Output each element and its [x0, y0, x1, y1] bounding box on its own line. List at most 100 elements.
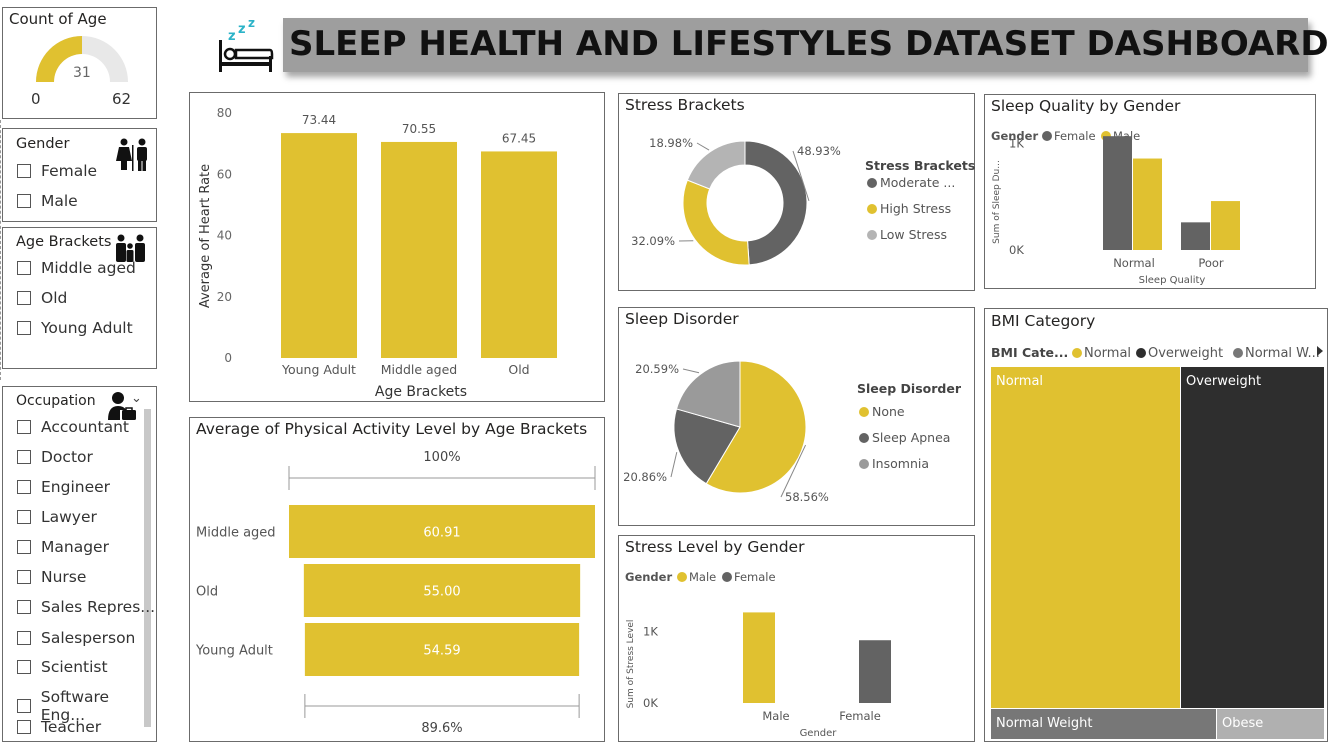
gauge-min: 0	[31, 90, 41, 108]
legend-marker	[722, 572, 732, 582]
slicer-item-young-adult[interactable]: Young Adult	[17, 319, 133, 337]
physical-activity-chart[interactable]: Average of Physical Activity Level by Ag…	[189, 417, 605, 742]
sleep-disorder-chart[interactable]: Sleep Disorder 58.56%20.86%20.59%Sleep D…	[618, 307, 975, 526]
treemap-tile	[1181, 367, 1324, 708]
checkbox[interactable]	[17, 321, 31, 335]
x-tick-label: Female	[839, 709, 881, 723]
occupation-slicer: Occupation ⌄ Accountant Doctor Engineer …	[2, 386, 157, 742]
treemap-legend-title: BMI Cate...	[991, 345, 1068, 360]
chevron-down-icon[interactable]: ⌄	[131, 391, 142, 406]
checkbox[interactable]	[17, 699, 31, 713]
checkbox[interactable]	[17, 600, 31, 614]
legend-next-icon	[1317, 346, 1323, 356]
age-slicer-title: Age Brackets	[16, 234, 111, 250]
y-tick-label: 20	[217, 290, 232, 304]
treemap-legend-item: Overweight	[1148, 346, 1223, 361]
donut-slice	[683, 180, 749, 265]
checkbox[interactable]	[17, 261, 31, 275]
legend-item: Female	[1054, 129, 1096, 143]
pie-legend-item: Insomnia	[872, 456, 929, 471]
bar-value-label: 73.44	[302, 113, 336, 127]
checkbox[interactable]	[17, 480, 31, 494]
donut-value-label: 18.98%	[649, 136, 693, 150]
slicer-item-lawyer[interactable]: Lawyer	[17, 508, 97, 526]
funnel-value-label: 55.00	[423, 585, 460, 600]
donut-value-label: 48.93%	[797, 144, 841, 158]
gauge-max: 62	[112, 90, 131, 108]
svg-text:z: z	[248, 18, 255, 30]
bar	[859, 640, 891, 703]
y-tick-label: 1K	[1009, 137, 1024, 151]
funnel-category-label: Middle aged	[196, 526, 276, 541]
legend-title: Gender	[625, 570, 672, 584]
x-axis-label: Sleep Quality	[1139, 275, 1206, 286]
bar	[481, 151, 557, 358]
slicer-item-middle-aged[interactable]: Middle aged	[17, 259, 136, 277]
x-tick-label: Poor	[1198, 256, 1224, 270]
checkbox[interactable]	[17, 194, 31, 208]
checkbox[interactable]	[17, 540, 31, 554]
funnel-top-label: 100%	[423, 450, 460, 465]
left-column-divider	[0, 120, 2, 380]
pie-value-label: 20.86%	[623, 470, 667, 484]
checkbox[interactable]	[17, 720, 31, 734]
bar	[281, 133, 357, 358]
slicer-item-teacher[interactable]: Teacher	[17, 718, 101, 736]
y-tick-label: 0	[224, 351, 232, 365]
pie-leader-line	[671, 452, 677, 477]
slicer-item-manager[interactable]: Manager	[17, 538, 109, 556]
slicer-item-salesperson[interactable]: Salesperson	[17, 629, 135, 647]
x-tick-label: Old	[508, 362, 529, 377]
gauge-value: 31	[73, 65, 91, 81]
x-tick-label: Young Adult	[281, 362, 356, 377]
legend-marker	[867, 204, 877, 214]
stress-brackets-chart[interactable]: Stress Brackets 48.93%32.09%18.98%Stress…	[618, 93, 975, 291]
bar	[743, 612, 775, 703]
checkbox[interactable]	[17, 570, 31, 584]
count-of-age-card[interactable]: Count of Age 31 0 62	[2, 7, 157, 119]
pie-legend-item: Sleep Apnea	[872, 430, 950, 445]
slicer-item-sales-representative[interactable]: Sales Repres...	[17, 598, 155, 616]
x-axis-label: Age Brackets	[375, 384, 467, 400]
slicer-item-doctor[interactable]: Doctor	[17, 448, 93, 466]
funnel-category-label: Old	[196, 585, 218, 600]
checkbox[interactable]	[17, 660, 31, 674]
legend-marker	[859, 459, 869, 469]
checkbox[interactable]	[17, 164, 31, 178]
x-tick-label: Male	[762, 709, 789, 723]
slicer-item-female[interactable]: Female	[17, 162, 97, 180]
slicer-item-accountant[interactable]: Accountant	[17, 418, 129, 436]
legend-marker	[867, 230, 877, 240]
header-icon: z z z	[214, 18, 276, 76]
legend-marker	[1136, 348, 1146, 358]
checkbox[interactable]	[17, 450, 31, 464]
svg-text:z: z	[228, 29, 236, 44]
slicer-item-scientist[interactable]: Scientist	[17, 658, 108, 676]
scrollbar[interactable]	[144, 409, 151, 727]
occupation-slicer-title: Occupation	[16, 393, 96, 409]
y-tick-label: 0K	[643, 696, 658, 710]
sleeping-bed-icon: z z z	[214, 18, 276, 76]
checkbox[interactable]	[17, 631, 31, 645]
y-axis-label: Sum of Sleep Du...	[992, 160, 1002, 244]
pie-leader-line	[683, 369, 699, 373]
checkbox[interactable]	[17, 291, 31, 305]
y-axis-label: Average of Heart Rate	[198, 164, 213, 308]
pie-value-label: 58.56%	[785, 490, 829, 504]
checkbox[interactable]	[17, 510, 31, 524]
pie-legend-item: None	[872, 404, 905, 419]
checkbox[interactable]	[17, 420, 31, 434]
slicer-item-male[interactable]: Male	[17, 192, 78, 210]
slicer-item-old[interactable]: Old	[17, 289, 67, 307]
treemap-tile-label: Overweight	[1186, 374, 1261, 389]
slicer-item-engineer[interactable]: Engineer	[17, 478, 110, 496]
donut-legend-item: Moderate ...	[880, 175, 955, 190]
donut-slice	[745, 141, 807, 265]
slicer-item-nurse[interactable]: Nurse	[17, 568, 86, 586]
